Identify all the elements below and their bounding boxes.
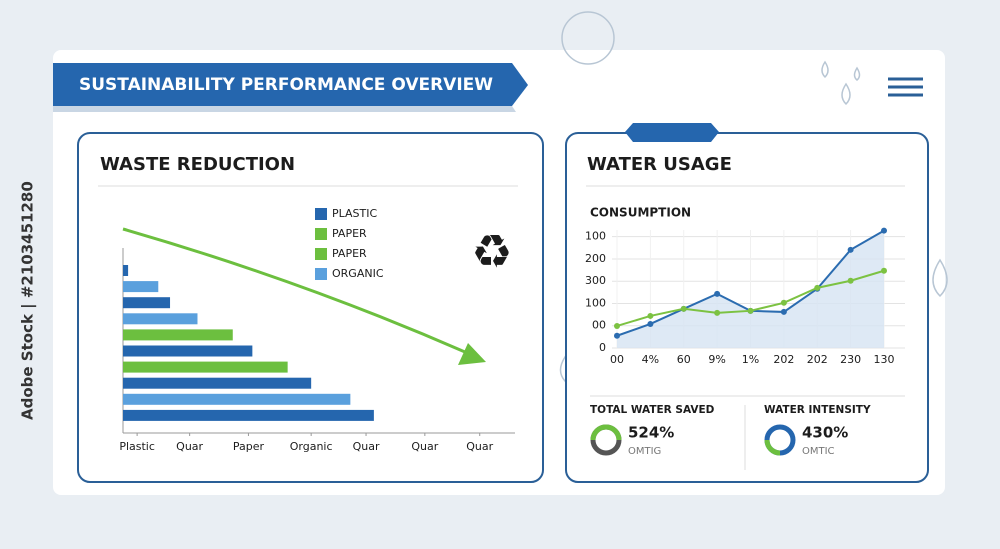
y-tick-label: 100 (585, 230, 606, 243)
trend-arrow (122, 227, 466, 354)
x-tick-label: Quar (411, 440, 438, 453)
point (714, 290, 721, 297)
y-tick-label: 200 (585, 252, 606, 265)
header-shadow (53, 106, 516, 112)
y-tick-label: 100 (585, 296, 606, 309)
kpi-donut-arc (590, 424, 622, 441)
x-tick-label: Organic (290, 440, 333, 453)
y-tick-label: 300 (585, 274, 606, 287)
point (647, 320, 654, 327)
point (847, 277, 854, 284)
water-panel (565, 132, 929, 483)
x-tick-label: 202 (773, 353, 794, 366)
x-tick-label: 9% (708, 353, 725, 366)
legend-swatch (315, 208, 327, 220)
x-tick-label: Quar (176, 440, 203, 453)
x-tick-label: Quar (466, 440, 493, 453)
legend-label: PLASTIC (332, 207, 377, 220)
point (614, 332, 620, 339)
x-tick-label: 230 (840, 353, 861, 366)
watermark: Adobe Stock | #2103451280 (19, 181, 38, 420)
bar (123, 281, 159, 293)
bar (123, 377, 312, 389)
legend-label: PAPER (332, 227, 367, 240)
bar (123, 297, 171, 309)
y-tick-label: 00 (592, 319, 606, 332)
kpi-value: 430% (802, 424, 848, 442)
legend-label: ORGANIC (332, 267, 384, 280)
x-tick-label: Quar (353, 440, 380, 453)
bar (123, 329, 233, 341)
point (647, 312, 654, 319)
bar (123, 409, 374, 421)
panel-tab (625, 123, 719, 142)
point (780, 308, 787, 315)
bar (123, 313, 198, 325)
point (680, 305, 687, 312)
trend-arrowhead (458, 343, 486, 365)
point (747, 307, 754, 314)
legend-swatch (315, 228, 327, 240)
header-title: SUSTAINABILITY PERFORMANCE OVERVIEW (79, 75, 493, 95)
point (847, 246, 854, 253)
kpi-unit: OMTIG (628, 446, 661, 457)
panel-title: WASTE REDUCTION (100, 154, 295, 175)
header-ribbon (53, 63, 528, 106)
bar (123, 345, 253, 357)
point (881, 227, 887, 234)
recycle-icon: ♻ (471, 225, 512, 279)
x-tick-label: 4% (642, 353, 659, 366)
kpi-label: TOTAL WATER SAVED (590, 404, 715, 416)
legend-swatch (315, 248, 327, 260)
kpi-unit: OMTIC (802, 446, 835, 457)
x-tick-label: Plastic (119, 440, 155, 453)
x-tick-label: 60 (677, 353, 691, 366)
series-area (617, 230, 884, 348)
legend-label: PAPER (332, 247, 367, 260)
point (614, 322, 620, 329)
kpi-value: 524% (628, 424, 674, 442)
x-tick-label: 00 (610, 353, 624, 366)
legend-swatch (315, 268, 327, 280)
x-tick-label: 202 (807, 353, 828, 366)
point (881, 267, 887, 274)
panel-title: WATER USAGE (587, 154, 732, 175)
bar (123, 265, 129, 276)
point (780, 299, 787, 306)
bar (123, 361, 288, 373)
kpi-donut-arc (764, 439, 781, 456)
kpi-label: WATER INTENSITY (764, 404, 871, 416)
y-tick-label: 0 (599, 341, 606, 354)
chart-subtitle: CONSUMPTION (590, 206, 691, 220)
bar (123, 393, 351, 405)
x-tick-label: 130 (874, 353, 895, 366)
x-tick-label: Paper (233, 440, 265, 453)
x-tick-label: 1% (742, 353, 759, 366)
menu-button[interactable] (888, 77, 923, 97)
point (814, 284, 821, 291)
point (714, 309, 721, 316)
